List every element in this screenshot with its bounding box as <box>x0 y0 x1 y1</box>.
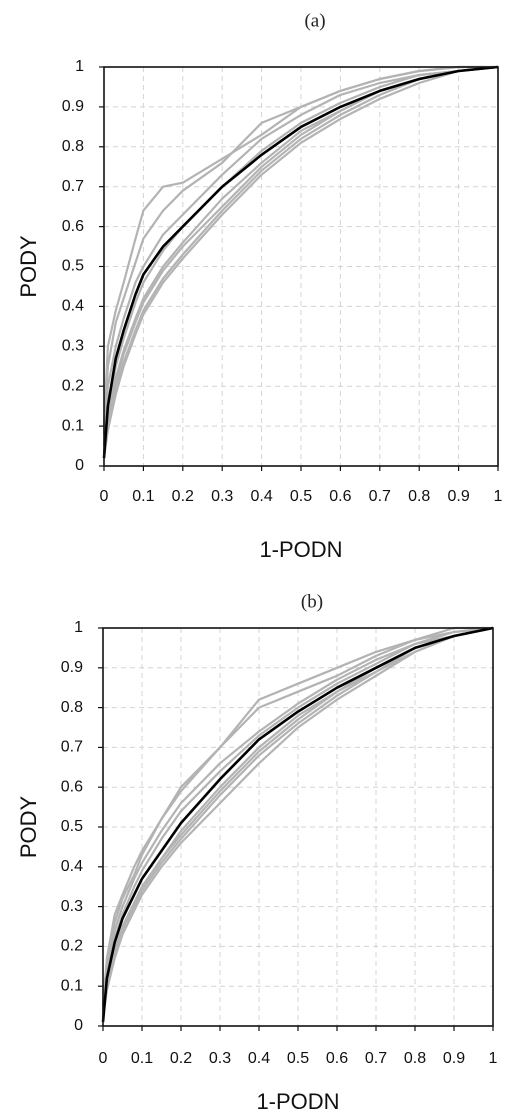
y-tick-label: 0.1 <box>61 977 83 994</box>
x-tick-label: 1 <box>489 1050 498 1067</box>
x-tick-label: 0.7 <box>369 488 391 505</box>
individual-roc-curve <box>101 626 493 1007</box>
y-tick-label: 0.6 <box>62 218 84 235</box>
y-tick-label: 0.8 <box>62 138 84 155</box>
x-tick-label: 0.8 <box>404 1050 426 1067</box>
x-tick-label: 1 <box>494 488 503 505</box>
x-tick-label: 0.5 <box>287 1050 309 1067</box>
y-axis-label: PODY <box>16 796 41 859</box>
y-tick-label: 0.5 <box>61 818 83 835</box>
y-tick-label: 0.4 <box>62 298 84 315</box>
y-tick-label: 0.4 <box>61 858 83 875</box>
panel-b: (b) 0 0.1 0.2 0.3 0.4 0.5 0.6 0.7 0.8 0.9 1 0 0.1 0.2 0… <box>16 591 498 1113</box>
x-tick-label: 0.8 <box>408 488 430 505</box>
x-tick-label: 0 <box>100 488 109 505</box>
individual-roc-curve <box>102 65 499 459</box>
y-tick-label: 0.1 <box>62 417 84 434</box>
y-tick-label: 0.8 <box>61 699 83 716</box>
x-tick-label: 0.5 <box>290 488 312 505</box>
individual-roc-curve <box>101 626 494 1011</box>
x-tick-label: 0.9 <box>447 488 469 505</box>
y-tick-label: 0.7 <box>61 739 83 756</box>
x-tick-label: 0.1 <box>132 488 154 505</box>
y-axis-label: PODY <box>16 235 41 298</box>
x-axis-label: 1-PODN <box>256 1089 339 1114</box>
panel-title: (b) <box>301 591 323 612</box>
y-tick-label: 0.2 <box>62 377 84 394</box>
x-tick-label: 0.6 <box>329 488 351 505</box>
x-tick-label: 0 <box>99 1050 108 1067</box>
x-tick-label: 0.9 <box>443 1050 465 1067</box>
x-tick-label: 0.3 <box>209 1050 231 1067</box>
individual-roc-curve <box>101 626 494 1015</box>
y-tick-label: 0 <box>75 457 84 474</box>
y-tick-label: 0.9 <box>61 659 83 676</box>
y-tick-label: 0 <box>74 1017 83 1034</box>
y-tick-label: 1 <box>75 58 84 75</box>
x-tick-label: 0.4 <box>248 1050 270 1067</box>
x-tick-label: 0.6 <box>326 1050 348 1067</box>
mean-roc-curve <box>101 626 494 1023</box>
y-tick-label: 0.3 <box>61 898 83 915</box>
x-tick-label: 0.2 <box>172 488 194 505</box>
x-tick-label: 0.2 <box>170 1050 192 1067</box>
y-tick-label: 0.7 <box>62 178 84 195</box>
x-tick-label: 0.4 <box>250 488 272 505</box>
individual-roc-curve <box>102 65 499 459</box>
x-tick-label: 0.1 <box>131 1050 153 1067</box>
y-tick-label: 1 <box>74 619 83 636</box>
mean-roc-curve <box>102 65 499 459</box>
y-tick-label: 0.3 <box>62 338 84 355</box>
x-tick-label: 0.3 <box>211 488 233 505</box>
y-tick-label: 0.6 <box>61 778 83 795</box>
panel-title: (a) <box>304 10 325 31</box>
x-tick-label: 0.7 <box>365 1050 387 1067</box>
individual-roc-curve <box>102 65 499 447</box>
panel-a: (a) 0 0.1 0.2 0.3 0.4 0.5 0.6 0.7 0.8 0.9 1 0 0.1 0.2 0… <box>16 10 503 561</box>
y-tick-label: 0.9 <box>62 98 84 115</box>
individual-roc-curve <box>101 626 494 1019</box>
y-tick-label: 0.5 <box>62 258 84 275</box>
individual-roc-curve <box>101 626 494 1019</box>
x-axis-label: 1-PODN <box>259 537 342 562</box>
individual-roc-curve <box>102 65 498 435</box>
y-tick-label: 0.2 <box>61 938 83 955</box>
